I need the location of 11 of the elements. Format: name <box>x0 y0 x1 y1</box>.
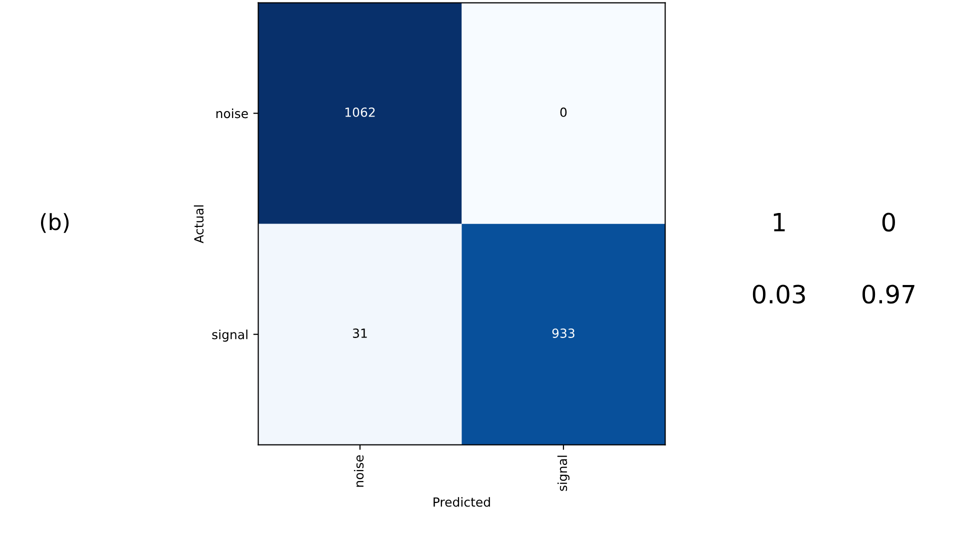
x-axis-title: Predicted <box>434 497 490 507</box>
data-label: 0 <box>560 107 567 117</box>
text: 0.03 <box>752 284 805 304</box>
data-label: 1062 <box>345 107 375 117</box>
data-label: 933 <box>552 328 574 338</box>
text: 1 <box>774 213 785 232</box>
text: 0.97 <box>862 284 914 304</box>
data-label: 31 <box>352 328 367 338</box>
y-axis-title: Actual <box>194 205 204 244</box>
text: 0 <box>882 212 895 232</box>
text: (b) <box>40 213 69 233</box>
